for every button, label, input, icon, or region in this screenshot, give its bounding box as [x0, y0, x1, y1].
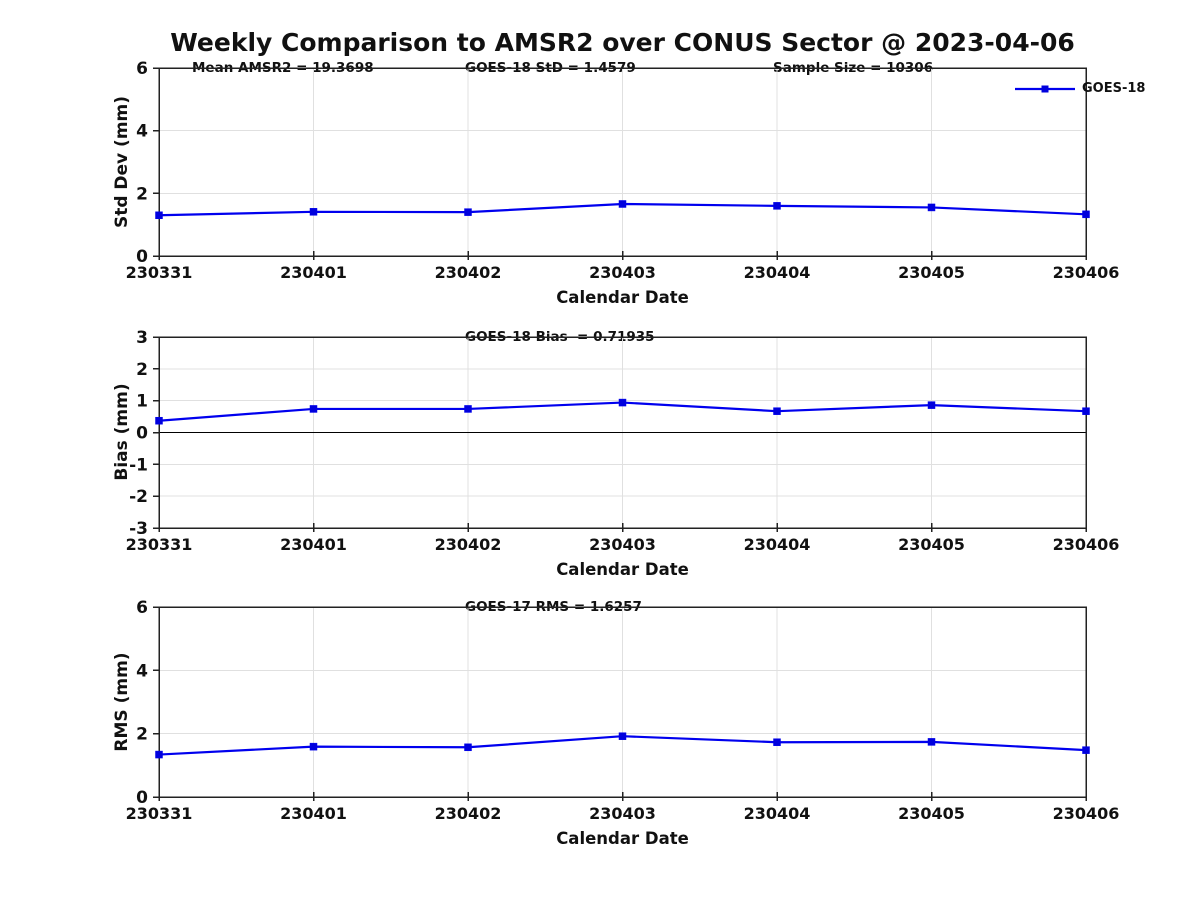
svg-text:230406: 230406	[1053, 804, 1120, 823]
svg-text:230331: 230331	[126, 535, 193, 554]
svg-text:3: 3	[136, 328, 148, 348]
svg-text:6: 6	[136, 598, 148, 618]
svg-text:230401: 230401	[280, 263, 347, 282]
svg-text:230403: 230403	[589, 535, 656, 554]
svg-text:230405: 230405	[898, 263, 965, 282]
plot-rms: 230331 230401 230402 230403 230404 230405 2304…	[126, 598, 1120, 823]
legend-line-sample	[1015, 85, 1075, 92]
svg-text:0: 0	[136, 424, 148, 444]
svg-text:230405: 230405	[898, 535, 965, 554]
svg-text:-1: -1	[129, 455, 148, 475]
plot-bias: 230331 230401 230402 230403 230404 230405 2304…	[126, 328, 1120, 554]
svg-text:230406: 230406	[1053, 535, 1120, 554]
xlabel-std-dev: Calendar Date	[556, 288, 689, 307]
legend: GOES-18	[1014, 81, 1145, 96]
svg-text:0: 0	[136, 788, 148, 808]
svg-text:230402: 230402	[435, 804, 502, 823]
figure-title: Weekly Comparison to AMSR2 over CONUS Se…	[170, 28, 1075, 57]
svg-text:-3: -3	[129, 519, 148, 539]
svg-text:230331: 230331	[126, 263, 193, 282]
svg-text:230402: 230402	[435, 535, 502, 554]
ylabel-rms: RMS (mm)	[112, 652, 132, 752]
svg-text:230404: 230404	[744, 535, 811, 554]
svg-text:2: 2	[136, 360, 148, 380]
svg-text:230403: 230403	[589, 263, 656, 282]
svg-text:230404: 230404	[744, 804, 811, 823]
plot-std-dev: 230331 230401 230402 230403 230404 230405 2304…	[126, 59, 1120, 282]
svg-text:230403: 230403	[589, 804, 656, 823]
svg-text:230404: 230404	[744, 263, 811, 282]
svg-text:230405: 230405	[898, 804, 965, 823]
ylabel-std-dev: Std Dev (mm)	[112, 95, 132, 229]
svg-text:1: 1	[136, 392, 148, 412]
legend-square-marker-icon	[1041, 85, 1049, 92]
svg-text:6: 6	[136, 59, 148, 79]
xlabel-bias: Calendar Date	[556, 560, 689, 579]
svg-text:230401: 230401	[280, 535, 347, 554]
svg-text:230331: 230331	[126, 804, 193, 823]
svg-text:-2: -2	[129, 487, 148, 507]
svg-text:230402: 230402	[435, 263, 502, 282]
xlabel-rms: Calendar Date	[556, 829, 689, 848]
svg-text:2: 2	[136, 725, 148, 745]
svg-text:2: 2	[136, 184, 148, 204]
svg-text:4: 4	[136, 122, 148, 142]
svg-text:230406: 230406	[1053, 263, 1120, 282]
legend-label: GOES-18	[1082, 81, 1146, 96]
svg-text:4: 4	[136, 661, 148, 681]
svg-text:0: 0	[136, 247, 148, 267]
svg-text:230401: 230401	[280, 804, 347, 823]
